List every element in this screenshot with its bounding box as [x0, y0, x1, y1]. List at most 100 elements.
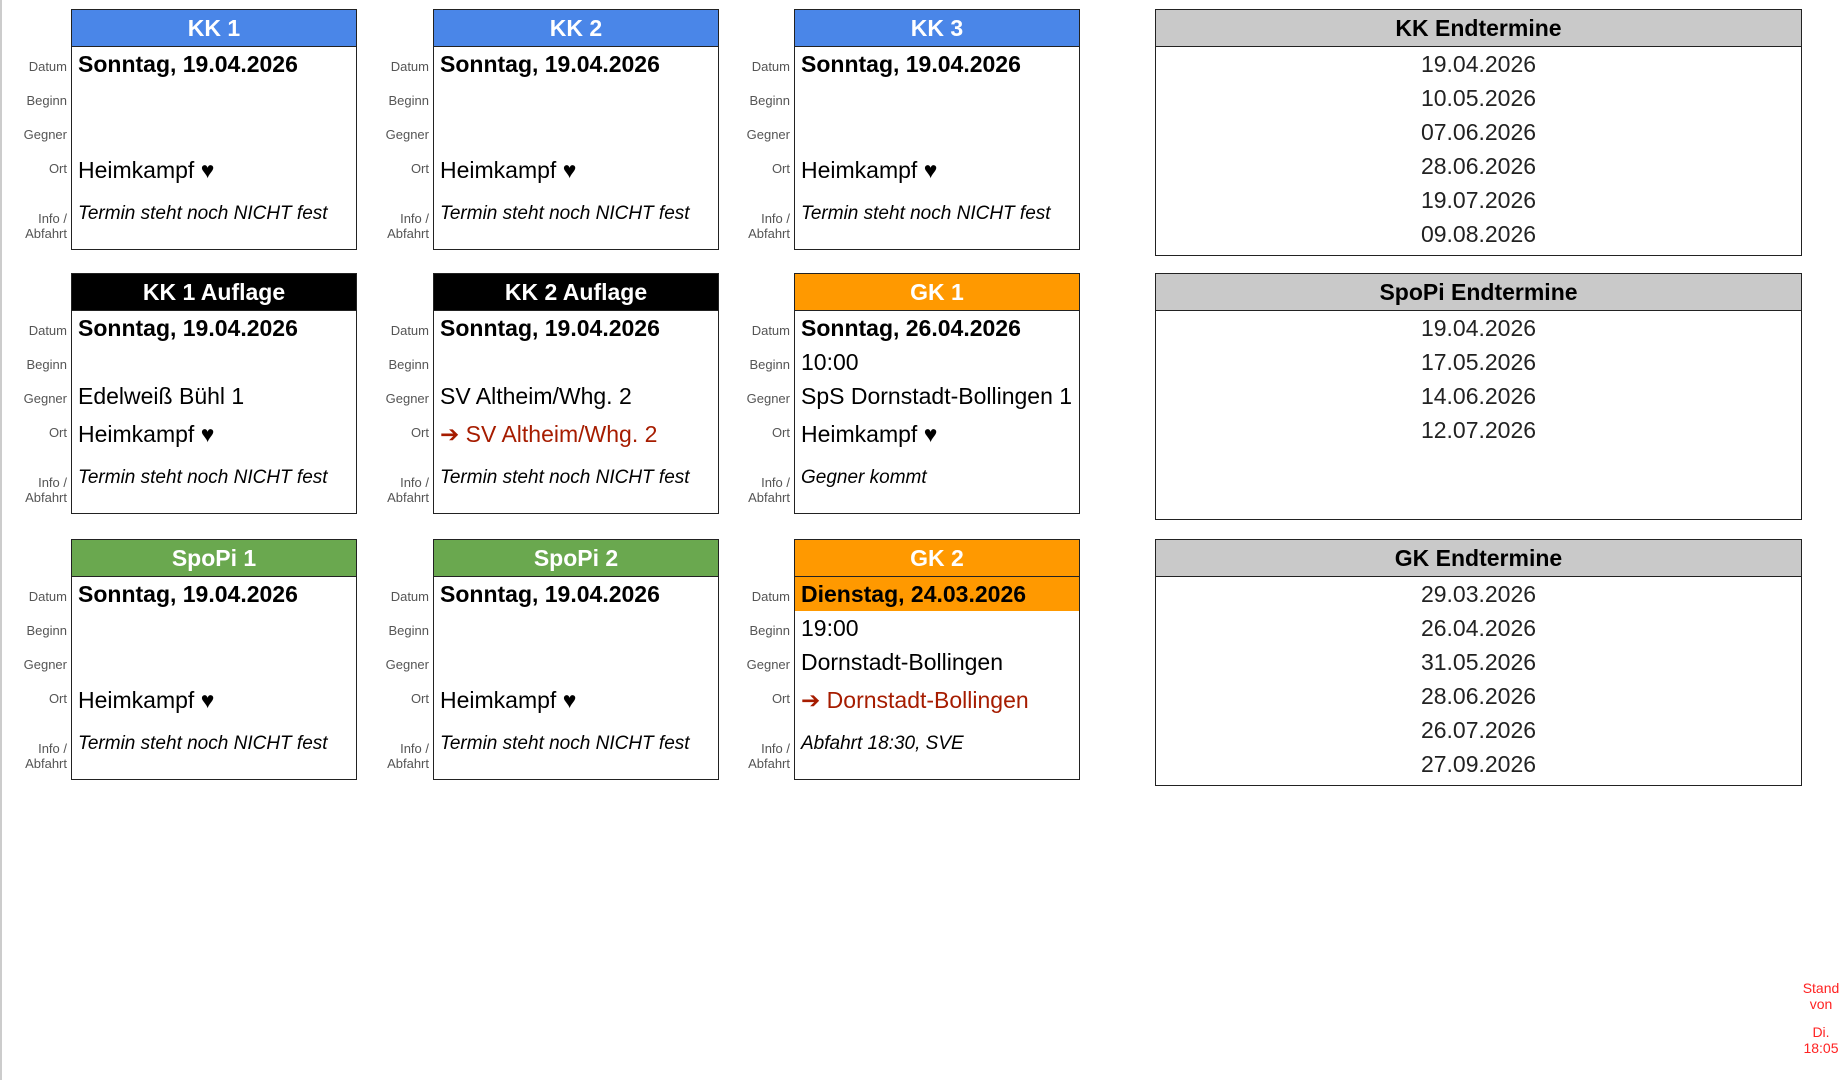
card-beginn: [434, 345, 718, 379]
card-date: Sonntag, 19.04.2026: [440, 581, 660, 607]
card-gegner: [434, 115, 718, 149]
endtermine-panel: GK Endtermine 29.03.2026 26.04.2026 31.05.2…: [1155, 539, 1802, 786]
endtermin-date: 09.08.2026: [1420, 221, 1537, 247]
label-beginn: Beginn: [749, 357, 790, 372]
card-box: SpoPi 2 Sonntag, 19.04.2026 Heimkampf ♥ …: [433, 539, 719, 780]
field-labels: Datum Beginn Gegner Ort Info / Abfahrt: [363, 309, 429, 511]
label-datum: Datum: [751, 323, 790, 338]
endtermin-date: 28.06.2026: [1420, 153, 1537, 179]
card-date: Sonntag, 19.04.2026: [440, 51, 660, 77]
label-ort: Ort: [48, 161, 67, 176]
label-info: Info / Abfahrt: [25, 475, 67, 505]
label-ort: Ort: [48, 691, 67, 706]
card-beginn: 19:00: [801, 615, 859, 641]
card-ort: Heimkampf ♥: [78, 687, 215, 713]
card-gegner: [795, 115, 1079, 149]
endtermin-date: 28.06.2026: [1420, 683, 1537, 709]
label-info: Info / Abfahrt: [25, 741, 67, 771]
label-datum: Datum: [390, 589, 429, 604]
card-gegner: Dornstadt-Bollingen: [801, 649, 1004, 675]
label-ort: Ort: [48, 425, 67, 440]
label-ort: Ort: [771, 161, 790, 176]
label-gegner: Gegner: [385, 657, 429, 672]
label-datum: Datum: [390, 323, 429, 338]
card-beginn: [72, 611, 356, 645]
card-info: Gegner kommt: [801, 467, 927, 488]
label-beginn: Beginn: [388, 357, 429, 372]
label-beginn: Beginn: [388, 93, 429, 108]
stand-label: Stand von Di. 18:05: [1797, 980, 1843, 1056]
label-info: Info / Abfahrt: [25, 211, 67, 241]
card-ort: Heimkampf ♥: [440, 687, 577, 713]
label-datum: Datum: [751, 59, 790, 74]
card-beginn: [72, 345, 356, 379]
card-info: Termin steht noch NICHT fest: [440, 203, 690, 224]
card-date: Sonntag, 19.04.2026: [78, 51, 298, 77]
card-ort: Heimkampf ♥: [78, 157, 215, 183]
endtermin-date: 26.04.2026: [1420, 615, 1537, 641]
card-title: KK 1 Auflage: [72, 274, 356, 311]
endtermin-date: 19.07.2026: [1420, 187, 1537, 213]
label-gegner: Gegner: [746, 657, 790, 672]
card-box: KK 1 Auflage Sonntag, 19.04.2026 Edelwei…: [71, 273, 357, 514]
card-beginn: [795, 81, 1079, 115]
field-labels: Datum Beginn Gegner Ort Info / Abfahrt: [1, 575, 67, 777]
label-gegner: Gegner: [23, 391, 67, 406]
card-info: Termin steht noch NICHT fest: [78, 203, 328, 224]
endtermine-panel: KK Endtermine 19.04.2026 10.05.2026 07.06.2…: [1155, 9, 1802, 256]
label-beginn: Beginn: [26, 357, 67, 372]
card-box: SpoPi 1 Sonntag, 19.04.2026 Heimkampf ♥ …: [71, 539, 357, 780]
label-beginn: Beginn: [749, 93, 790, 108]
field-labels: Datum Beginn Gegner Ort Info / Abfahrt: [363, 575, 429, 777]
card-info: Termin steht noch NICHT fest: [440, 467, 690, 488]
endtermin-date: 19.04.2026: [1420, 315, 1537, 341]
label-gegner: Gegner: [385, 391, 429, 406]
card-info: Termin steht noch NICHT fest: [78, 467, 328, 488]
stand-von: von: [1809, 996, 1833, 1012]
label-beginn: Beginn: [26, 623, 67, 638]
card-date: Sonntag, 19.04.2026: [801, 51, 1021, 77]
label-gegner: Gegner: [23, 657, 67, 672]
field-labels: Datum Beginn Gegner Ort Info / Abfahrt: [363, 45, 429, 247]
card-date: Sonntag, 19.04.2026: [78, 581, 298, 607]
label-datum: Datum: [28, 59, 67, 74]
label-ort: Ort: [410, 691, 429, 706]
card-box: GK 1 Sonntag, 26.04.2026 10:00 SpS Dorns…: [794, 273, 1080, 514]
card-gegner: [434, 645, 718, 679]
label-ort: Ort: [771, 691, 790, 706]
card-ort: Heimkampf ♥: [78, 421, 215, 447]
label-info: Info / Abfahrt: [387, 741, 429, 771]
label-gegner: Gegner: [23, 127, 67, 142]
endtermin-date: 10.05.2026: [1420, 85, 1537, 111]
label-ort: Ort: [410, 161, 429, 176]
card-info: Abfahrt 18:30, SVE: [801, 733, 964, 754]
endtermin-date: 27.09.2026: [1420, 751, 1537, 777]
card-title: KK 3: [795, 10, 1079, 47]
card-beginn: 10:00: [801, 349, 859, 375]
endtermin-date: 31.05.2026: [1420, 649, 1537, 675]
card-ort: ➔ Dornstadt-Bollingen: [801, 687, 1029, 713]
card-title: SpoPi 2: [434, 540, 718, 577]
card-box: KK 2 Auflage Sonntag, 19.04.2026 SV Alth…: [433, 273, 719, 514]
card-box: KK 1 Sonntag, 19.04.2026 Heimkampf ♥ Ter…: [71, 9, 357, 250]
stand-day: Di.: [1812, 1024, 1830, 1040]
card-ort: Heimkampf ♥: [801, 421, 938, 447]
card-info: Termin steht noch NICHT fest: [440, 733, 690, 754]
endtermine-title: KK Endtermine: [1156, 10, 1801, 47]
card-info: Termin steht noch NICHT fest: [801, 203, 1051, 224]
label-beginn: Beginn: [388, 623, 429, 638]
label-ort: Ort: [771, 425, 790, 440]
label-ort: Ort: [410, 425, 429, 440]
endtermin-date: 14.06.2026: [1420, 383, 1537, 409]
card-date: Dienstag, 24.03.2026: [795, 577, 1079, 611]
label-info: Info / Abfahrt: [387, 475, 429, 505]
endtermine-title: GK Endtermine: [1156, 540, 1801, 577]
endtermin-date: 17.05.2026: [1420, 349, 1537, 375]
stand-time: 18:05: [1803, 1040, 1839, 1056]
label-info: Info / Abfahrt: [748, 741, 790, 771]
card-info: Termin steht noch NICHT fest: [78, 733, 328, 754]
label-gegner: Gegner: [746, 127, 790, 142]
card-ort: Heimkampf ♥: [440, 157, 577, 183]
card-title: KK 2: [434, 10, 718, 47]
card-gegner: SpS Dornstadt-Bollingen 1: [801, 383, 1073, 409]
